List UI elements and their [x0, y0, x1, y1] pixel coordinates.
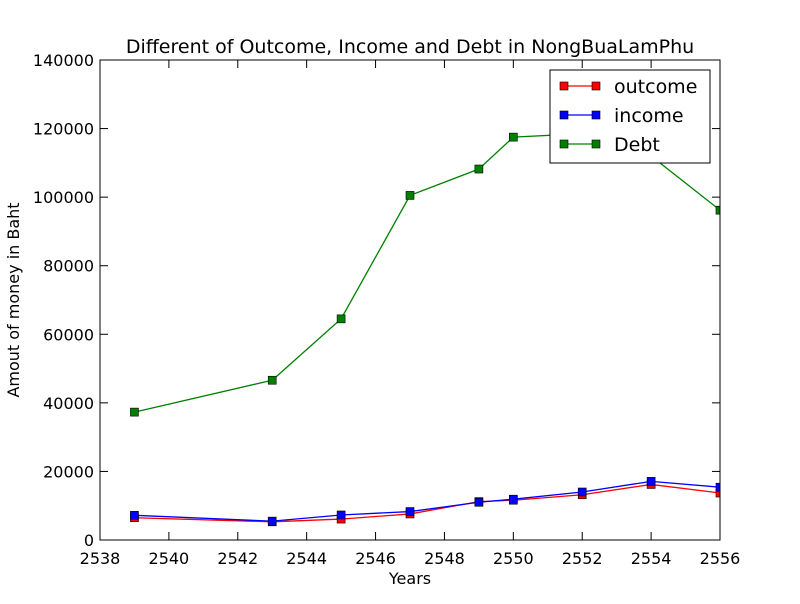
data-point: [509, 494, 518, 504]
chart-title: Different of Outcome, Income and Debt in…: [126, 36, 694, 58]
y-tick-label: 60000: [43, 325, 94, 344]
y-tick-label: 120000: [33, 120, 94, 139]
x-tick-label: 2538: [80, 549, 121, 568]
series-line: [134, 133, 720, 413]
data-point: [715, 482, 720, 492]
legend-item: outcome: [559, 76, 697, 98]
legend-marker: [559, 110, 569, 120]
plot-data-layer: [130, 129, 720, 527]
legend-label: income: [614, 105, 684, 127]
legend-label: outcome: [614, 76, 697, 98]
legend-marker: [591, 110, 601, 120]
data-point: [474, 497, 484, 507]
data-point: [405, 191, 415, 200]
series-line: [134, 483, 720, 523]
data-point: [130, 511, 139, 520]
data-point: [405, 507, 415, 516]
axis-ticks: 2538 2540 2542 2544 2546 2548 2550 2552 2554 2556…: [33, 51, 740, 568]
x-tick-label: 2548: [424, 549, 465, 568]
legend: outcome income Debt: [549, 69, 711, 164]
x-tick-label: 2544: [286, 549, 327, 568]
x-tick-label: 2552: [562, 549, 603, 568]
plot-frame: [99, 59, 721, 541]
data-point: [509, 132, 518, 142]
data-point: [336, 314, 346, 324]
data-point: [715, 488, 720, 498]
legend-marker: [559, 139, 569, 149]
y-tick-label: 80000: [43, 257, 94, 276]
legend-marker: [559, 81, 569, 91]
x-tick-label: 2542: [217, 549, 258, 568]
y-tick-label: 40000: [43, 394, 94, 413]
data-point: [130, 407, 139, 417]
y-tick-label: 100000: [33, 188, 94, 207]
y-tick-label: 140000: [33, 51, 94, 70]
data-point: [474, 164, 484, 174]
x-axis-label: Years: [388, 569, 431, 588]
series-debt: [130, 129, 720, 417]
y-axis-label: Amout of money in Baht: [4, 202, 23, 397]
legend-item: Debt: [559, 134, 660, 156]
y-tick-label: 0: [84, 531, 94, 550]
x-tick-label: 2550: [493, 549, 534, 568]
x-tick-label: 2556: [700, 549, 741, 568]
data-point: [577, 487, 587, 497]
legend-marker: [591, 81, 601, 91]
x-tick-label: 2546: [355, 549, 396, 568]
legend-marker: [591, 139, 601, 149]
data-point: [715, 205, 720, 215]
legend-item: income: [559, 105, 684, 127]
y-tick-label: 20000: [43, 462, 94, 481]
data-point: [646, 477, 656, 486]
data-point: [267, 516, 277, 526]
x-tick-label: 2554: [631, 549, 672, 568]
series-income: [130, 477, 720, 526]
data-point: [336, 510, 346, 520]
data-point: [267, 375, 277, 385]
legend-label: Debt: [614, 134, 660, 156]
x-tick-label: 2540: [149, 549, 190, 568]
